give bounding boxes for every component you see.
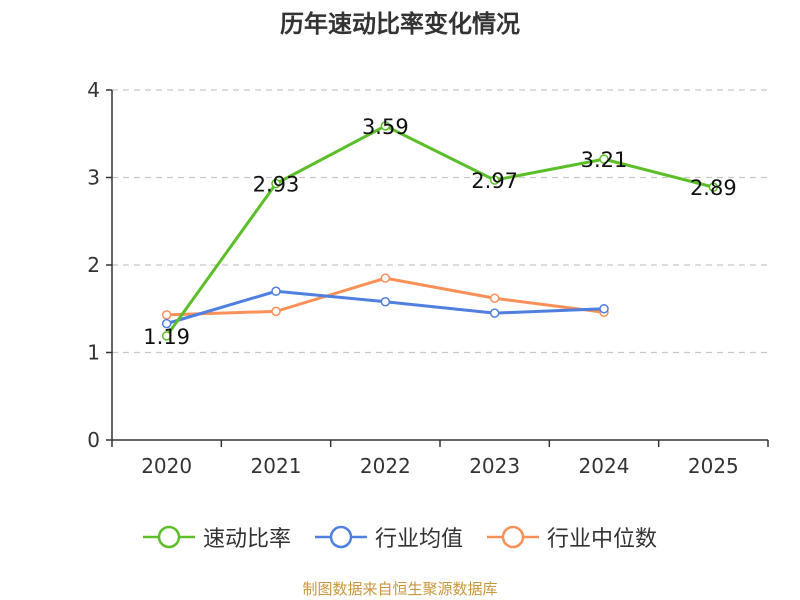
y-tick-label: 3 <box>87 166 100 190</box>
data-label: 2.93 <box>253 173 300 197</box>
legend-item[interactable]: 行业均值 <box>314 521 463 553</box>
data-point <box>489 175 500 185</box>
data-label: 1.19 <box>143 325 190 349</box>
x-tick-label: 2020 <box>141 454 192 478</box>
data-point <box>489 293 500 303</box>
axes: 0 1 2 3 4 2020 2021 2022 2023 2024 2025 <box>87 78 769 478</box>
data-point <box>271 286 281 296</box>
data-point <box>380 297 391 307</box>
data-point <box>271 178 281 189</box>
series-line <box>166 289 605 326</box>
source-note: 制图数据来自恒生聚源数据库 <box>302 580 498 598</box>
data-labels: 1.19 2.93 3.59 2.97 3.21 2.89 <box>143 115 736 349</box>
x-tick-label: 2021 <box>251 454 302 478</box>
y-tick-label: 1 <box>87 341 100 365</box>
y-tick-label: 0 <box>87 428 100 452</box>
data-point <box>161 331 172 341</box>
data-label: 2.97 <box>471 169 518 193</box>
y-tick-label: 4 <box>87 78 100 102</box>
data-point <box>271 306 281 317</box>
data-point <box>489 308 500 318</box>
data-label: 2.89 <box>690 176 737 200</box>
data-point <box>599 154 609 164</box>
legend-label: 行业均值 <box>374 527 463 552</box>
legend-label: 速动比率 <box>202 527 291 552</box>
legend-item[interactable]: 速动比率 <box>142 521 291 553</box>
series-lines <box>161 121 719 341</box>
data-point <box>708 182 719 192</box>
x-tick-label: 2025 <box>688 454 739 478</box>
data-point <box>380 273 391 283</box>
legend-label: 行业中位数 <box>547 527 658 552</box>
x-tick-label: 2024 <box>579 454 630 478</box>
legend-marker-icon <box>314 525 367 549</box>
x-tick-label: 2023 <box>469 454 520 478</box>
data-label: 3.59 <box>362 115 409 139</box>
legend-item[interactable]: 行业中位数 <box>487 521 657 553</box>
legend-marker-icon <box>142 525 195 549</box>
x-tick-label: 2022 <box>360 454 411 478</box>
series-line <box>165 124 714 337</box>
data-label: 3.21 <box>581 148 628 172</box>
data-point <box>380 121 391 131</box>
chart-title: 历年速动比率变化情况 <box>280 10 520 38</box>
data-point <box>161 318 172 329</box>
data-point <box>161 310 172 320</box>
series-line <box>166 276 605 317</box>
legend-marker-icon <box>487 525 539 549</box>
legend: 速动比率 行业均值 行业中位数 <box>0 520 800 554</box>
y-tick-label: 2 <box>87 253 100 277</box>
data-point <box>599 304 609 314</box>
